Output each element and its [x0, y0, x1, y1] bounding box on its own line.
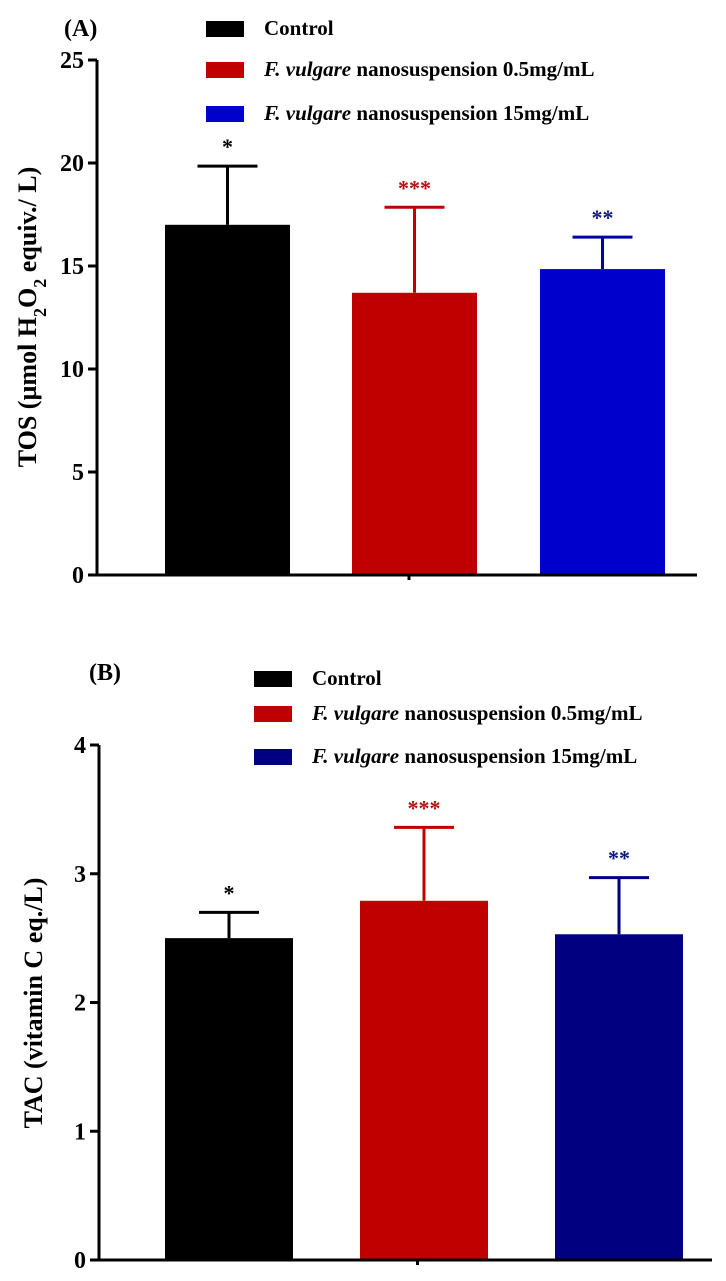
- significance-label-1: *: [224, 880, 235, 905]
- legend-entry-2: F. vulgare nanosuspension 0.5mg/mL: [263, 57, 594, 81]
- y-tick-label: 0: [72, 563, 84, 589]
- legend-treatment-name: nanosuspension 0.5mg/mL: [399, 701, 642, 725]
- y-tick-label: 2: [74, 991, 86, 1017]
- y-axis-label: TOS (µmol H2O2 equiv./ L): [13, 167, 50, 468]
- y-axis-label: TAC (vitamin C eq./L): [19, 878, 48, 1129]
- bar-2: [352, 292, 477, 575]
- y-tick-label: 15: [60, 254, 84, 280]
- legend-swatch-3: [254, 749, 292, 765]
- significance-label-2: ***: [398, 175, 431, 200]
- y-tick-label: 5: [72, 460, 84, 486]
- y-axis-label-part: 2: [30, 279, 50, 288]
- y-tick-label: 20: [60, 151, 84, 177]
- y-axis-label-part: 2: [30, 308, 50, 317]
- legend-entry-3: F. vulgare nanosuspension 15mg/mL: [311, 744, 637, 768]
- legend-treatment-name: Control: [312, 666, 382, 690]
- y-tick-label: 25: [60, 48, 84, 74]
- legend-swatch-1: [206, 21, 244, 37]
- significance-label-3: **: [608, 846, 630, 871]
- legend-swatch-2: [206, 62, 244, 78]
- bar-1: [165, 938, 293, 1260]
- panel-label: (B): [89, 660, 121, 686]
- legend-species-name: F. vulgare: [311, 744, 399, 768]
- bar-1: [165, 224, 290, 576]
- significance-label-2: ***: [408, 795, 441, 820]
- panel-label: (A): [64, 16, 97, 42]
- y-tick-label: 0: [74, 1248, 86, 1274]
- legend-entry-2: F. vulgare nanosuspension 0.5mg/mL: [311, 701, 642, 725]
- bar-3: [555, 934, 683, 1260]
- legend-treatment-name: nanosuspension 15mg/mL: [399, 744, 637, 768]
- y-axis-label-part: equiv./ L): [13, 167, 42, 279]
- legend-entry-1: Control: [312, 666, 382, 690]
- y-axis-label-part: TOS (µmol H: [13, 317, 42, 467]
- y-tick-label: 3: [74, 862, 86, 888]
- significance-label-3: **: [592, 205, 614, 230]
- legend-swatch-3: [206, 106, 244, 122]
- legend-swatch-1: [254, 671, 292, 687]
- legend-treatment-name: Control: [264, 16, 334, 40]
- legend-species-name: F. vulgare: [311, 701, 399, 725]
- significance-label-1: *: [222, 134, 233, 159]
- bar-2: [360, 900, 488, 1260]
- y-tick-label: 1: [74, 1119, 86, 1145]
- bar-3: [540, 269, 665, 575]
- legend-treatment-name: nanosuspension 15mg/mL: [351, 101, 589, 125]
- legend-swatch-2: [254, 706, 292, 722]
- legend-entry-3: F. vulgare nanosuspension 15mg/mL: [263, 101, 589, 125]
- y-tick-label: 4: [74, 733, 86, 759]
- y-axis-label-part: O: [13, 288, 42, 308]
- legend-species-name: F. vulgare: [263, 57, 351, 81]
- y-tick-label: 10: [60, 357, 84, 383]
- legend-treatment-name: nanosuspension 0.5mg/mL: [351, 57, 594, 81]
- legend-entry-1: Control: [264, 16, 334, 40]
- legend-species-name: F. vulgare: [263, 101, 351, 125]
